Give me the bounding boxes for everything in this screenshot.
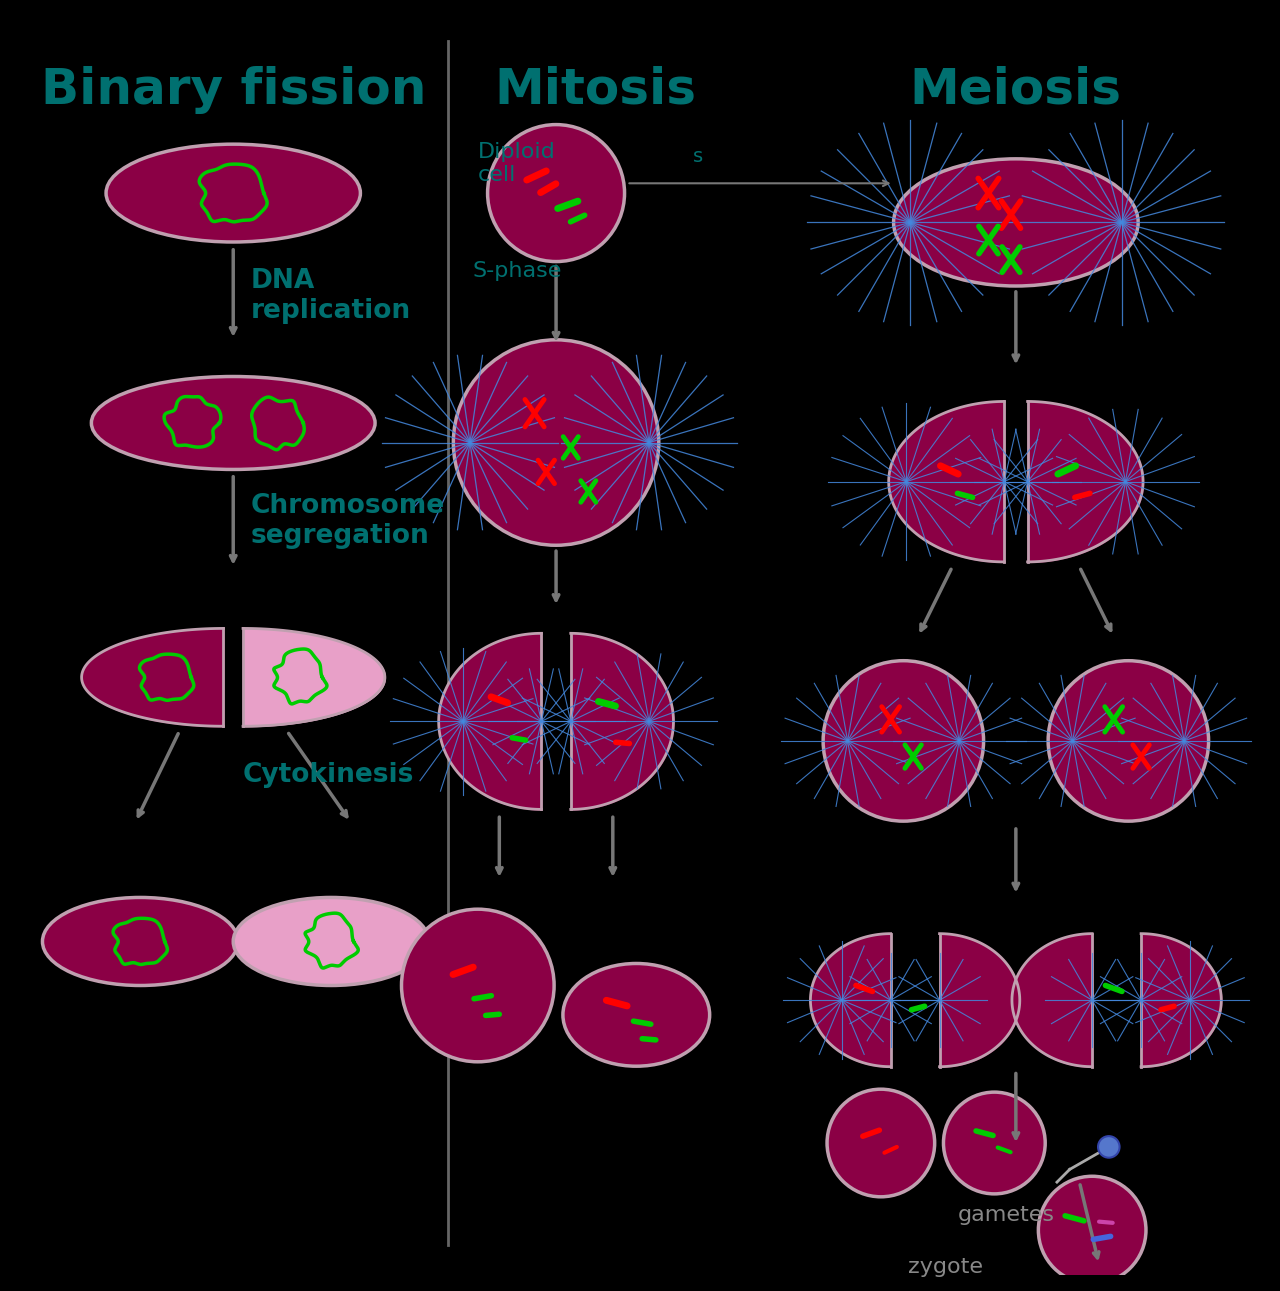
Circle shape: [827, 1090, 934, 1197]
Circle shape: [943, 1092, 1046, 1194]
Text: S-phase: S-phase: [472, 261, 562, 281]
Text: s: s: [692, 147, 703, 165]
Text: Diploid
cell: Diploid cell: [477, 142, 556, 186]
Text: Cytokinesis: Cytokinesis: [243, 762, 415, 789]
Text: Mitosis: Mitosis: [494, 66, 696, 114]
Ellipse shape: [893, 159, 1138, 287]
Circle shape: [1038, 1176, 1146, 1283]
Ellipse shape: [233, 897, 429, 985]
Circle shape: [488, 125, 625, 262]
Text: gametes: gametes: [957, 1206, 1055, 1225]
Text: Meiosis: Meiosis: [910, 66, 1121, 114]
Text: Chromosome
segregation: Chromosome segregation: [251, 493, 445, 549]
Ellipse shape: [106, 145, 361, 241]
Circle shape: [453, 340, 659, 545]
Ellipse shape: [91, 377, 375, 470]
Text: DNA
replication: DNA replication: [251, 267, 411, 324]
Circle shape: [1098, 1136, 1120, 1158]
Text: zygote: zygote: [909, 1257, 983, 1277]
Ellipse shape: [563, 963, 709, 1066]
Circle shape: [1048, 661, 1208, 821]
Ellipse shape: [42, 897, 238, 985]
Circle shape: [402, 909, 554, 1061]
Circle shape: [823, 661, 983, 821]
Text: Binary fission: Binary fission: [41, 66, 426, 114]
